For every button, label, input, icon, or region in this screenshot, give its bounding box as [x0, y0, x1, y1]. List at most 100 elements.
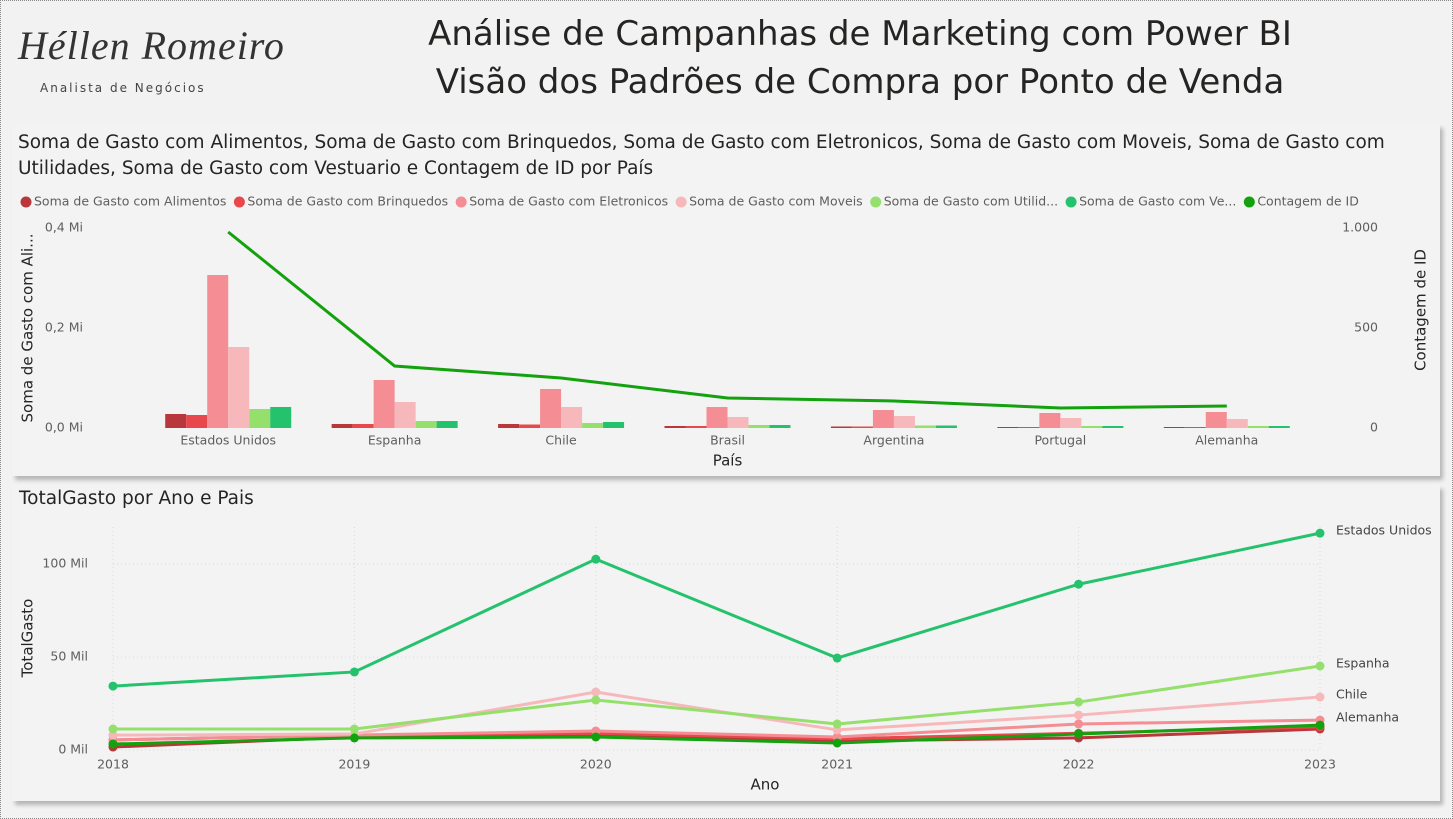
legend-label: Soma de Gasto com Alimentos: [34, 194, 226, 209]
bar: [1060, 418, 1082, 428]
bar: [1039, 413, 1061, 428]
legend-label: Soma de Gasto com Moveis: [689, 194, 863, 209]
x-tick-label: 2019: [338, 757, 370, 772]
x-tick-label: Argentina: [863, 433, 924, 448]
bar: [352, 424, 374, 428]
point: [832, 653, 842, 663]
legend-label: Soma de Gasto com Utilid...: [884, 194, 1058, 209]
point: [1074, 697, 1084, 707]
logo-subtitle: Analista de Negócios: [40, 81, 206, 95]
chart-title: TotalGasto por Ano e Pais: [18, 488, 254, 509]
bar: [893, 416, 915, 428]
line: [227, 230, 1227, 410]
y-tick-label: 0,2 Mi: [45, 320, 83, 335]
legend-label: Soma de Gasto com Brinquedos: [247, 194, 448, 209]
legend-marker: [1065, 196, 1077, 208]
bar: [769, 425, 791, 428]
legend-marker: [870, 196, 882, 208]
x-tick-label: Portugal: [1034, 433, 1086, 448]
x-axis-title: Ano: [751, 776, 780, 794]
x-tick-label: 2021: [821, 757, 853, 772]
line: [113, 664, 1321, 731]
bar: [997, 427, 1019, 428]
y-tick-label: 0 Mil: [58, 742, 88, 757]
bar: [373, 380, 395, 428]
y-tick-label: 100 Mil: [42, 556, 88, 571]
x-tick-label: 2022: [1063, 757, 1095, 772]
bar: [872, 410, 894, 428]
line: [112, 531, 1321, 688]
x-tick-label: Estados Unidos: [180, 433, 276, 448]
page-title: Análise de Campanhas de Marketing com Po…: [428, 14, 1292, 54]
bar: [519, 424, 541, 428]
bar: [582, 423, 604, 428]
bar: [1184, 427, 1206, 428]
legend-marker: [1243, 196, 1255, 208]
y-tick-label: 0,4 Mi: [45, 220, 83, 235]
bar: [249, 409, 271, 428]
bar: [1226, 419, 1248, 428]
x-tick-label: Alemanha: [1195, 433, 1258, 448]
y2-tick-label: 500: [1354, 320, 1378, 335]
bar: [561, 407, 583, 428]
panel: [12, 485, 1440, 801]
line-label: Estados Unidos: [1336, 523, 1432, 538]
x-tick-label: 2023: [1304, 757, 1336, 772]
bar: [436, 421, 458, 428]
point: [591, 732, 601, 742]
bar: [603, 422, 625, 428]
x-tick-label: Chile: [545, 433, 577, 448]
point: [108, 724, 118, 734]
bar: [914, 425, 936, 428]
point: [591, 554, 601, 564]
bar: [207, 275, 229, 428]
point: [591, 695, 601, 705]
bar: [748, 425, 770, 428]
point: [1315, 528, 1325, 538]
chart-title: Soma de Gasto com Alimentos, Soma de Gas…: [18, 132, 1385, 179]
x-tick-label: Brasil: [710, 433, 745, 448]
x-tick-label: 2018: [97, 757, 129, 772]
point: [108, 739, 118, 749]
x-tick-label: Espanha: [368, 433, 422, 448]
bar: [1018, 427, 1040, 428]
y-axis-title: TotalGasto: [19, 599, 37, 679]
x-axis-title: País: [713, 452, 743, 470]
point: [349, 724, 359, 734]
point: [591, 687, 601, 697]
line-label: Espanha: [1336, 656, 1390, 671]
bar: [664, 426, 686, 428]
point: [1074, 729, 1084, 739]
bar: [540, 389, 562, 428]
bar: [394, 402, 416, 428]
legend-marker: [233, 196, 245, 208]
bar: [1268, 426, 1290, 428]
bar: [186, 415, 208, 428]
x-tick-label: 2020: [580, 757, 612, 772]
bar: [1247, 426, 1269, 428]
point: [832, 719, 842, 729]
point: [832, 738, 842, 748]
bar: [1205, 412, 1227, 428]
line: [112, 723, 1321, 746]
bar: [498, 424, 520, 428]
bar: [727, 417, 749, 428]
bar: [270, 407, 292, 428]
line-label: Alemanha: [1336, 710, 1399, 725]
bar: [331, 424, 353, 428]
bar: [935, 425, 957, 428]
bar: [228, 347, 250, 428]
line-label: Chile: [1336, 687, 1368, 702]
bar: [165, 414, 187, 428]
point: [349, 733, 359, 743]
point: [349, 667, 359, 677]
y-axis-title: Soma de Gasto com Ali...: [19, 234, 37, 423]
legend-label: Soma de Gasto com Eletronicos: [469, 194, 668, 209]
logo: Héllen Romeiro: [18, 23, 285, 68]
y2-tick-label: 1.000: [1342, 220, 1378, 235]
line: [112, 718, 1321, 742]
point: [1074, 710, 1084, 720]
point: [1315, 720, 1325, 730]
